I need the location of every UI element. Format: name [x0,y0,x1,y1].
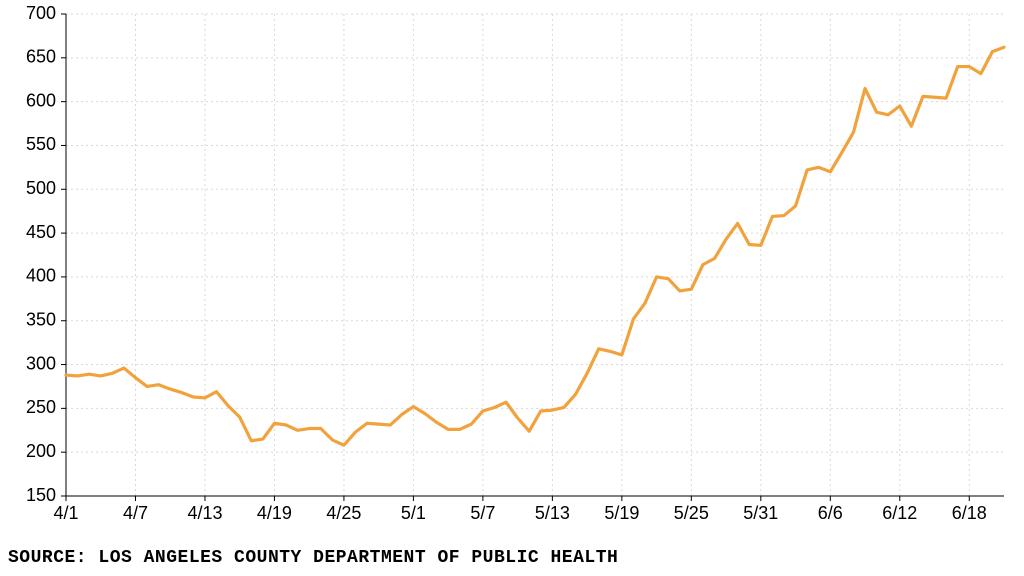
x-tick-label: 5/7 [470,503,495,523]
y-tick-label: 550 [26,134,56,154]
source-attribution: SOURCE: LOS ANGELES COUNTY DEPARTMENT OF… [8,548,618,568]
y-tick-label: 150 [26,485,56,505]
x-tick-label: 4/25 [326,503,361,523]
x-tick-label: 4/19 [257,503,292,523]
y-tick-label: 400 [26,266,56,286]
y-tick-label: 700 [26,3,56,23]
y-tick-label: 450 [26,222,56,242]
y-tick-label: 650 [26,47,56,67]
y-tick-label: 600 [26,90,56,110]
chart-container: 150 200 250 300 350 400 450 500 550 600 650 700 4/1 4… [0,0,1024,536]
x-tick-label: 5/31 [743,503,778,523]
y-tick-label: 300 [26,353,56,373]
x-tick-label: 6/12 [882,503,917,523]
x-tick-label: 5/25 [674,503,709,523]
line-chart-svg: 150 200 250 300 350 400 450 500 550 600 650 700 4/1 4… [0,0,1024,536]
x-tick-label: 4/1 [53,503,78,523]
x-tick-label: 6/18 [952,503,987,523]
x-tick-label: 5/19 [604,503,639,523]
x-tick-label: 4/7 [123,503,148,523]
y-tick-label: 500 [26,178,56,198]
y-tick-label: 250 [26,397,56,417]
y-tick-label: 200 [26,441,56,461]
x-tick-label: 5/1 [401,503,426,523]
y-tick-label: 350 [26,309,56,329]
x-tick-label: 6/6 [818,503,843,523]
x-tick-label: 5/13 [535,503,570,523]
x-tick-label: 4/13 [187,503,222,523]
